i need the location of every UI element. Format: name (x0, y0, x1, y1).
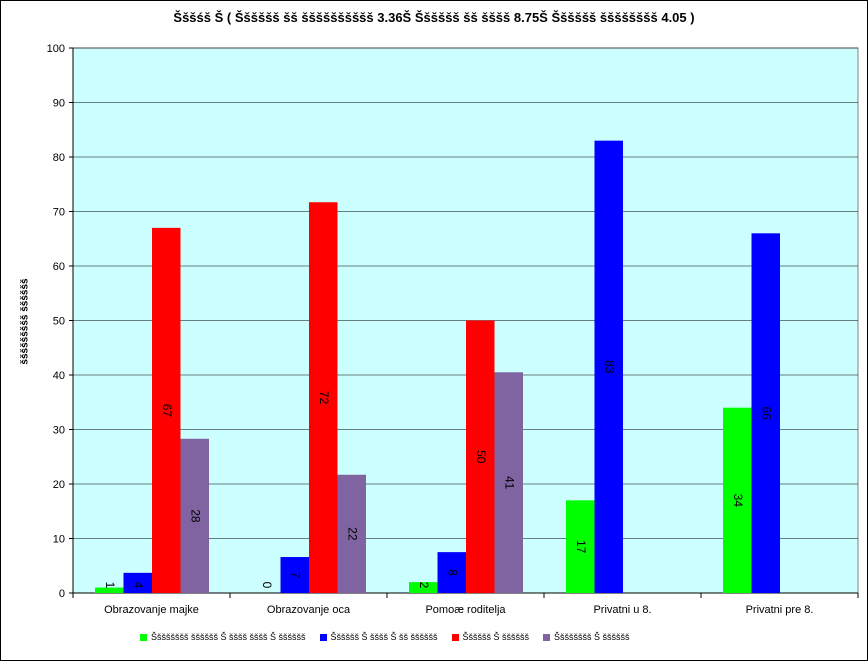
data-label: 7 (289, 572, 303, 579)
legend-label: Šššššš Š šššš Š šš šššššš (330, 632, 438, 642)
data-label: 22 (346, 527, 360, 541)
legend-swatch (451, 633, 459, 641)
legend-label: Šššššššš šššššš Š šššš šššš Š šššššš (151, 632, 306, 642)
bar (494, 372, 523, 593)
data-label: 66 (760, 406, 774, 420)
data-label: 72 (317, 391, 331, 405)
y-tick-label: 40 (53, 370, 65, 382)
x-tick-label: Obrazovanje majke (104, 604, 199, 616)
data-label: 83 (603, 360, 617, 374)
x-tick-label: Obrazovanje oca (267, 604, 351, 616)
chart-legend: Šššššššš šššššš Š šššš šššš Š šššššš Šššš… (140, 628, 740, 646)
data-label: 2 (417, 582, 431, 589)
data-label: 0 (260, 582, 274, 589)
legend-swatch (319, 633, 327, 641)
data-label: 67 (160, 404, 174, 418)
x-tick-label: Privatni u 8. (593, 604, 651, 616)
y-tick-label: 0 (59, 588, 65, 600)
legend-item: Šššššššš šššššš Š šššš šššš Š šššššš (140, 632, 306, 642)
bar (123, 572, 152, 593)
legend-label: Šššššššš Š šššššš (554, 632, 630, 642)
x-tick-label: Privatni pre 8. (746, 604, 814, 616)
legend-swatch (140, 633, 147, 641)
bar (337, 474, 366, 593)
y-tick-label: 20 (53, 479, 65, 491)
x-tick-label: Pomoæ roditelja (425, 604, 506, 616)
data-label: 1 (103, 582, 117, 589)
chart-title: Šššśš Š ( Šššššš šš šššššššššš 3.36Š Ššš… (173, 10, 695, 25)
legend-item: Šššššššš Š šššššš (543, 632, 630, 642)
y-tick-label: 70 (53, 207, 65, 219)
y-tick-label: 60 (53, 261, 65, 273)
bar (409, 582, 438, 593)
bar (566, 500, 595, 593)
legend-swatch (543, 633, 551, 641)
data-label: 50 (474, 450, 488, 464)
y-tick-label: 30 (53, 425, 65, 437)
y-tick-label: 90 (53, 98, 65, 110)
bar (466, 320, 495, 593)
legend-item: Šššššš Š šššš Š šš šššššš (319, 632, 438, 642)
data-label: 17 (574, 540, 588, 554)
bar (280, 557, 309, 593)
bar (309, 202, 338, 594)
data-label: 28 (189, 509, 203, 523)
legend-item: Šššššš Š šššššš (451, 632, 530, 642)
bar (437, 552, 466, 593)
bar (594, 140, 623, 593)
y-tick-label: 10 (53, 534, 65, 546)
data-label: 4 (132, 582, 146, 589)
bar (751, 233, 780, 594)
legend-label: Šššššš Š šššššš (462, 632, 530, 642)
bar (95, 587, 124, 593)
bar (180, 438, 209, 593)
data-label: 41 (503, 476, 517, 490)
data-label: 34 (731, 494, 745, 508)
y-tick-label: 50 (53, 316, 65, 328)
data-label: 8 (446, 569, 460, 576)
y-tick-label: 100 (47, 43, 65, 55)
bar (723, 407, 752, 593)
y-tick-label: 80 (53, 152, 65, 164)
bar (152, 227, 181, 593)
